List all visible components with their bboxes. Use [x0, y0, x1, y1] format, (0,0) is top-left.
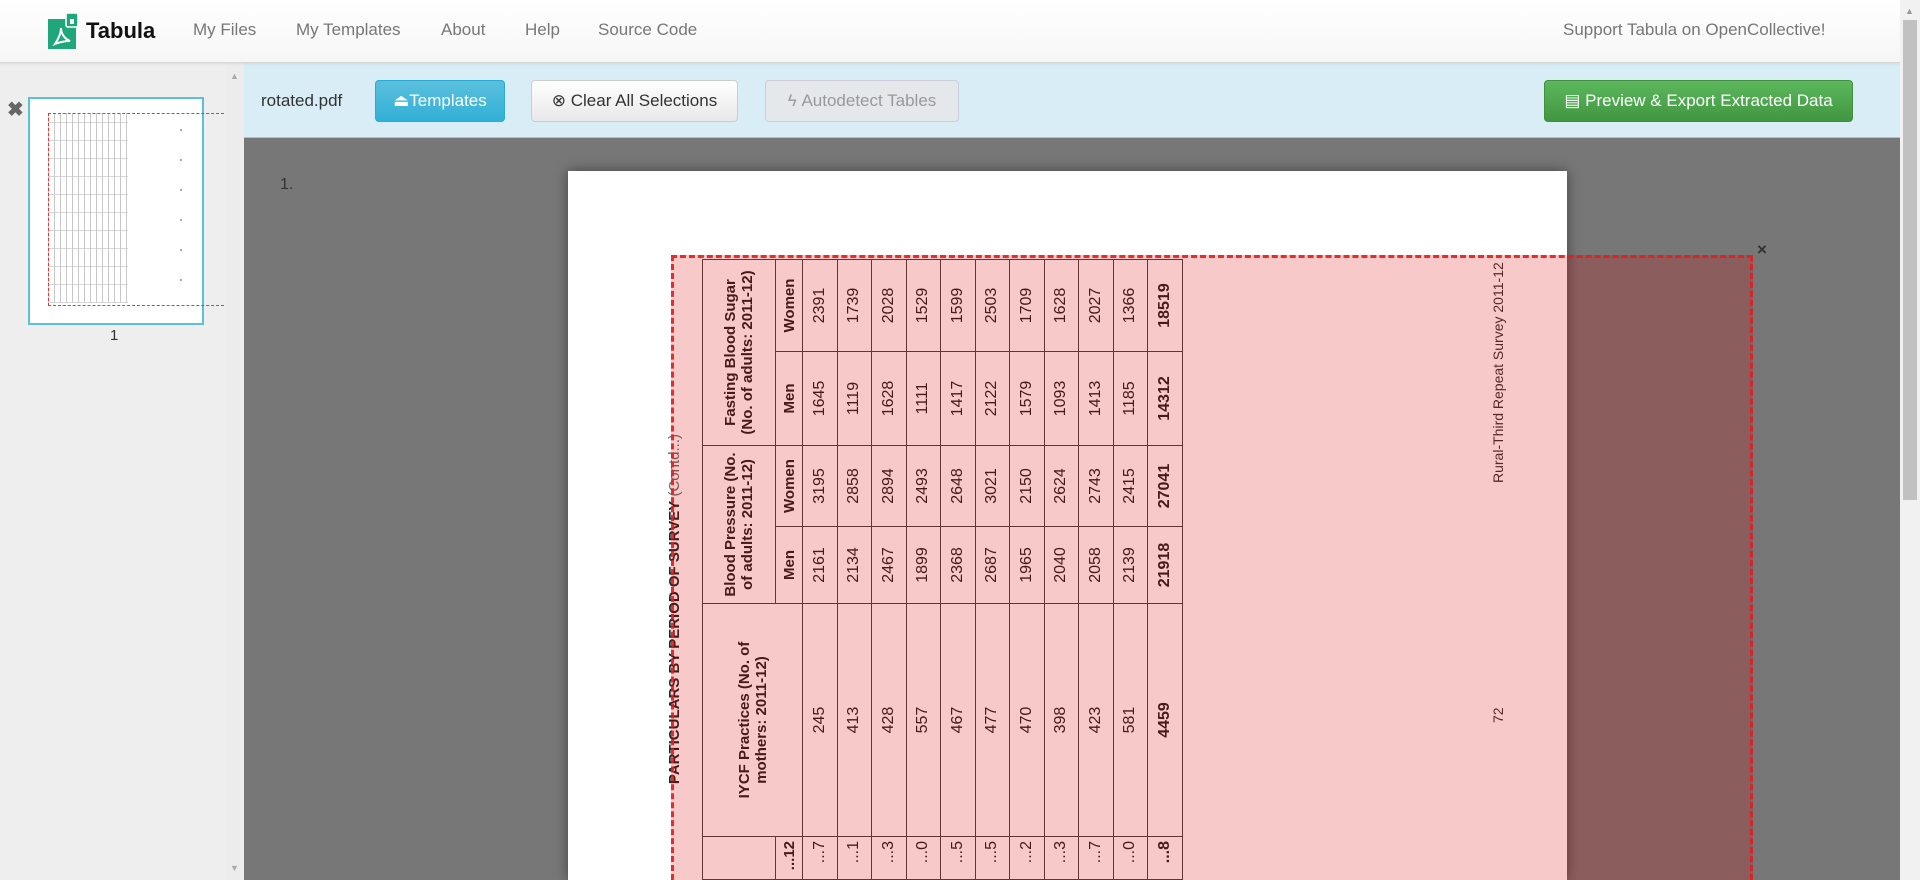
navbar: Tabula My Files My Templates About Help … — [0, 0, 1900, 63]
templates-label: Templates — [409, 91, 487, 110]
thumbnail-table-preview — [48, 113, 128, 303]
tabula-logo-icon[interactable] — [46, 13, 80, 51]
table-selection[interactable] — [671, 255, 1753, 880]
filename: rotated.pdf — [261, 91, 343, 110]
toolbar: rotated.pdf ⏏Templates ⊗ Clear All Selec… — [244, 63, 1900, 138]
sidebar-scrollbar[interactable]: ▲ ▼ — [226, 63, 244, 880]
scroll-up-icon[interactable]: ▲ — [1905, 6, 1914, 16]
page-number: 1. — [280, 176, 294, 193]
list-icon: ▤ — [1564, 91, 1586, 110]
thumbnail-sidebar: ✖ 1 ▲ ▼ — [0, 63, 244, 880]
nav-help[interactable]: Help — [525, 20, 560, 39]
bolt-icon: ϟ — [787, 91, 802, 110]
remove-page-icon[interactable]: ✖ — [7, 99, 24, 121]
close-selection-icon[interactable]: × — [1757, 240, 1767, 259]
nav-about[interactable]: About — [441, 20, 486, 39]
nav-source-code[interactable]: Source Code — [598, 20, 698, 39]
preview-export-button[interactable]: ▤ Preview & Export Extracted Data — [1544, 80, 1853, 122]
pdf-viewer: 1. PARTICULARS BY PERIOD OF SURVEY (Cont… — [244, 138, 1900, 880]
autodetect-label: Autodetect Tables — [801, 91, 937, 110]
templates-icon: ⏏ — [393, 91, 410, 110]
support-link[interactable]: Support Tabula on OpenCollective! — [1563, 20, 1826, 39]
pdf-page[interactable] — [568, 171, 1567, 880]
thumbnail-footer-preview — [180, 129, 182, 299]
scroll-down-icon[interactable]: ▼ — [230, 863, 239, 873]
templates-button[interactable]: ⏏Templates — [375, 80, 505, 122]
scroll-up-icon[interactable]: ▲ — [230, 71, 239, 81]
export-label: Preview & Export Extracted Data — [1585, 91, 1833, 110]
clear-all-selections-button[interactable]: ⊗ Clear All Selections — [531, 80, 738, 122]
nav-my-files[interactable]: My Files — [193, 20, 257, 39]
brand[interactable]: Tabula — [86, 18, 156, 43]
scrollbar-thumb[interactable] — [1903, 20, 1917, 500]
thumbnail-label: 1 — [110, 327, 119, 344]
clear-circle-x-icon: ⊗ — [551, 91, 571, 110]
clear-label: Clear All Selections — [570, 91, 718, 110]
autodetect-tables-button[interactable]: ϟ Autodetect Tables — [765, 80, 959, 122]
thumbnail-selection — [48, 113, 224, 306]
page-scrollbar[interactable]: ▲ — [1900, 0, 1920, 880]
nav-my-templates[interactable]: My Templates — [296, 20, 401, 39]
page-thumbnail[interactable] — [28, 97, 204, 325]
